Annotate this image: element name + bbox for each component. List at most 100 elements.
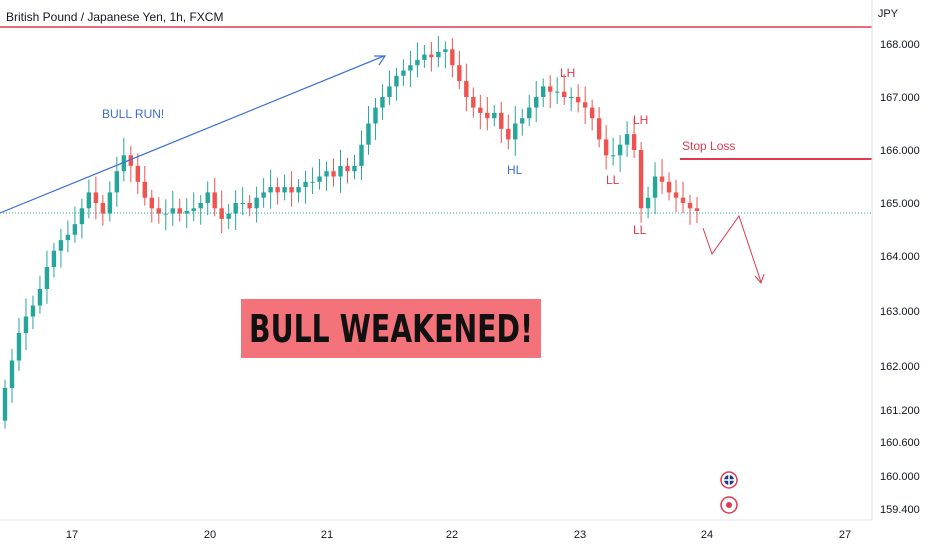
candle-body bbox=[513, 123, 518, 140]
ll-label-1: LL bbox=[606, 173, 620, 187]
candle-body bbox=[457, 65, 462, 82]
price-axis-bg bbox=[872, 0, 932, 550]
candle-body bbox=[289, 187, 294, 193]
candle-body bbox=[296, 187, 301, 193]
hl-label: HL bbox=[507, 163, 523, 177]
candle-body bbox=[93, 192, 99, 203]
y-tick-label: 161.200 bbox=[880, 405, 920, 417]
candle-body bbox=[114, 171, 120, 193]
candle-body bbox=[184, 210, 189, 214]
candle-body bbox=[617, 144, 623, 156]
x-tick-label: 21 bbox=[321, 529, 333, 541]
candle-body bbox=[373, 107, 378, 124]
candle-body bbox=[310, 181, 315, 183]
trend-line[interactable] bbox=[0, 55, 385, 214]
candle-body bbox=[177, 208, 182, 214]
candle-body bbox=[261, 192, 266, 198]
candle-body bbox=[86, 192, 92, 209]
candle-body bbox=[9, 360, 15, 388]
lh-label-1: LH bbox=[560, 66, 575, 80]
candle-body bbox=[212, 192, 217, 209]
candle-body bbox=[603, 139, 609, 156]
candle-body bbox=[37, 289, 43, 306]
y-tick-label: 165.000 bbox=[880, 198, 920, 210]
candle-body bbox=[30, 305, 36, 317]
candle-body bbox=[429, 54, 434, 58]
stop-loss-label: Stop Loss bbox=[682, 139, 735, 153]
trend-arrowhead bbox=[374, 55, 387, 66]
candle-body bbox=[366, 123, 371, 145]
candle-body bbox=[352, 165, 357, 172]
candle-body bbox=[303, 181, 308, 188]
candle-body bbox=[121, 155, 127, 172]
x-tick-label: 27 bbox=[839, 529, 851, 541]
time-axis[interactable]: 17 20 21 22 23 24 27 bbox=[0, 519, 872, 541]
candle-body bbox=[548, 86, 553, 92]
candle-body bbox=[65, 234, 71, 241]
candle-body bbox=[380, 97, 385, 108]
candle-body bbox=[268, 187, 273, 193]
candle-body bbox=[436, 51, 441, 58]
candle-body bbox=[275, 187, 280, 193]
candle-body bbox=[247, 203, 252, 209]
candle-body bbox=[610, 155, 616, 157]
candle-body bbox=[666, 181, 672, 193]
candle-body bbox=[492, 112, 497, 119]
candle-body bbox=[415, 59, 420, 66]
banner-bg bbox=[241, 299, 541, 358]
projection-path[interactable] bbox=[702, 214, 762, 283]
y-tick-label: 162.000 bbox=[880, 361, 920, 373]
candle-body bbox=[79, 208, 85, 225]
candle-body bbox=[226, 213, 231, 219]
candle-body bbox=[331, 171, 336, 177]
candle-body bbox=[191, 208, 196, 211]
candle-body bbox=[541, 86, 546, 97]
candle-body bbox=[401, 70, 406, 76]
candle-body bbox=[568, 97, 574, 98]
candle-body bbox=[450, 49, 455, 66]
candle-body bbox=[464, 81, 469, 97]
candle-body bbox=[205, 192, 210, 203]
japan-flag-dot-icon bbox=[726, 502, 732, 508]
candle-body bbox=[589, 107, 595, 119]
candle-body bbox=[506, 128, 511, 140]
candle-body bbox=[582, 102, 588, 108]
candle-body bbox=[561, 91, 567, 97]
candle-body bbox=[44, 267, 50, 289]
candle-body bbox=[534, 97, 539, 108]
candle-body bbox=[499, 112, 504, 129]
y-tick-label: 166.000 bbox=[880, 145, 920, 157]
candle-body bbox=[128, 155, 134, 166]
candle-body bbox=[575, 97, 581, 103]
candle-body bbox=[387, 86, 392, 97]
candle-body bbox=[324, 171, 329, 177]
x-tick-label: 22 bbox=[446, 529, 458, 541]
candle-body bbox=[149, 197, 154, 209]
y-tick-label: 159.400 bbox=[880, 504, 920, 516]
candle-body bbox=[72, 224, 78, 235]
candle-body bbox=[233, 203, 238, 214]
candle-body bbox=[624, 134, 630, 145]
lh-label-2: LH bbox=[633, 113, 648, 127]
candle-body bbox=[254, 197, 259, 209]
candle-body bbox=[58, 240, 64, 251]
price-axis[interactable]: 168.000 167.000 166.000 165.000 164.000 163.0… bbox=[871, 0, 932, 550]
x-tick-label: 20 bbox=[204, 529, 216, 541]
y-tick-label: 168.000 bbox=[880, 39, 920, 51]
candle-body bbox=[359, 144, 364, 166]
ll-label-2: LL bbox=[633, 223, 647, 237]
candle-body bbox=[107, 192, 113, 214]
candle-body bbox=[596, 118, 602, 140]
candle-body bbox=[422, 54, 427, 60]
candle-body bbox=[673, 192, 679, 198]
candle-body bbox=[631, 134, 637, 150]
candle-body bbox=[659, 176, 665, 182]
candle-body bbox=[338, 165, 343, 177]
y-tick-label: 163.000 bbox=[880, 306, 920, 318]
candle-body bbox=[687, 203, 693, 209]
candle-body bbox=[645, 197, 651, 209]
candle-body bbox=[16, 333, 22, 361]
chart-title: British Pound / Japanese Yen, 1h, FXCM bbox=[6, 10, 224, 24]
candle-body bbox=[345, 165, 350, 172]
